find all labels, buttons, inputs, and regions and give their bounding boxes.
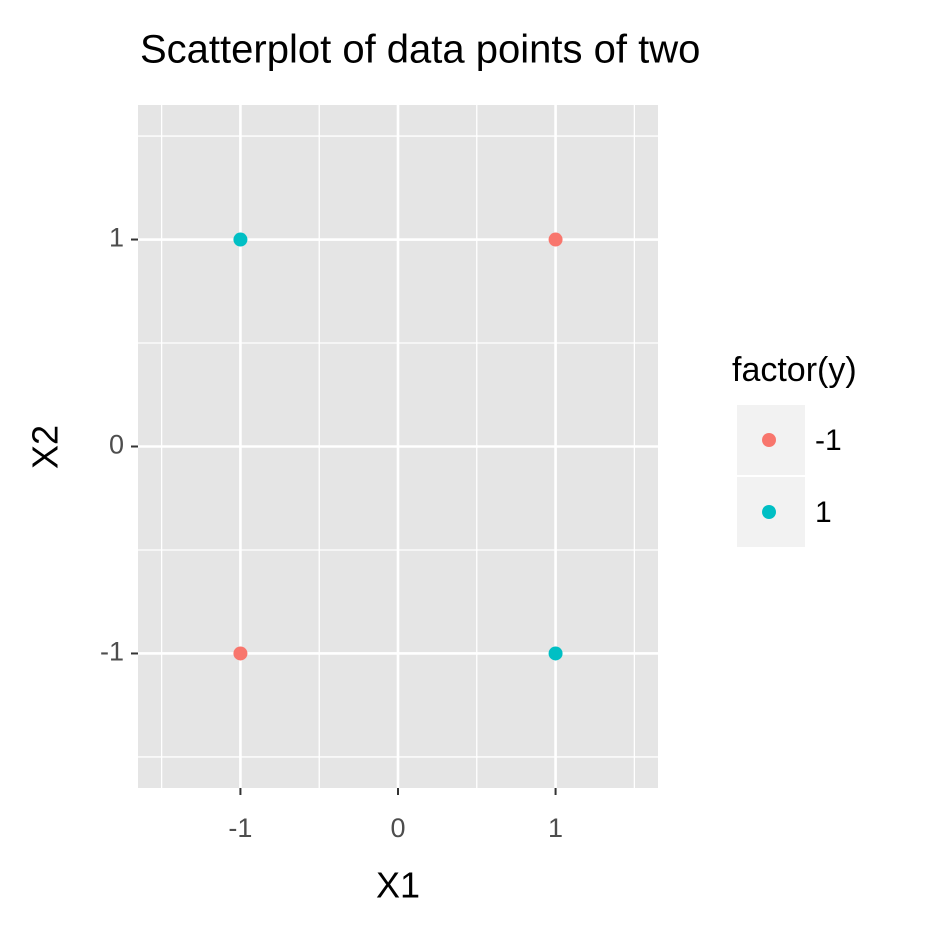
x-tick-label: 0 [390, 813, 405, 843]
point [233, 232, 248, 247]
point [548, 646, 563, 661]
legend-marker [762, 505, 776, 519]
y-tick-label: -1 [100, 637, 124, 667]
legend-label: 1 [815, 496, 832, 529]
y-axis-title: X2 [25, 425, 66, 469]
point [548, 232, 563, 247]
y-tick-label: 1 [109, 223, 124, 253]
legend-label: -1 [815, 424, 842, 457]
legend-marker [762, 433, 776, 447]
legend-title: factor(y) [732, 351, 857, 389]
y-tick-label: 0 [109, 430, 124, 460]
chart-title: Scatterplot of data points of two [140, 28, 700, 72]
x-tick-label: -1 [228, 813, 252, 843]
x-axis-title: X1 [376, 865, 420, 906]
point [233, 646, 248, 661]
x-tick-label: 1 [548, 813, 563, 843]
